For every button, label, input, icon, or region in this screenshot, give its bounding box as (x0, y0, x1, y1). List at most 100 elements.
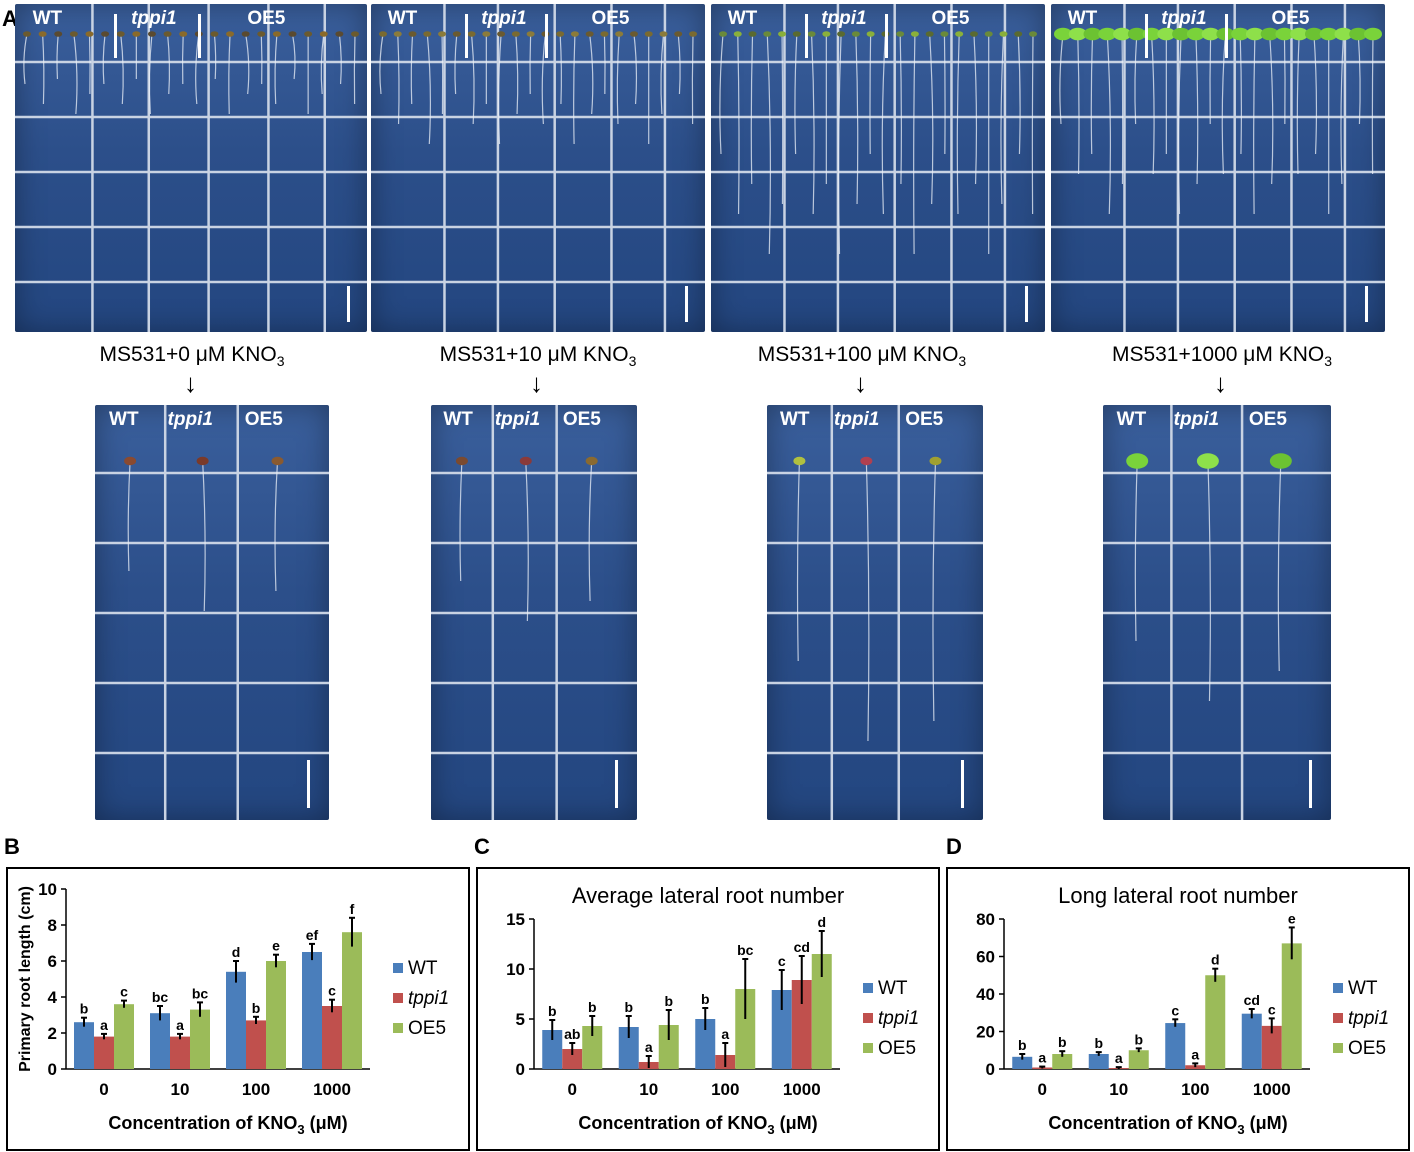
x-axis-label-subscript: 3 (767, 1122, 774, 1137)
medium-label-text: MS531+10 μM KNO (439, 343, 629, 366)
seedling-icon (257, 31, 266, 37)
root-line (973, 33, 978, 185)
significance-letter: b (624, 999, 633, 1015)
genotype-label-tppi1: tppi1 (821, 8, 867, 29)
genotype-separator (113, 14, 117, 58)
seedling-icon (1113, 27, 1132, 41)
seedling-icon (124, 456, 137, 466)
seedling-icon (69, 31, 78, 37)
root-line (260, 33, 263, 85)
chart-average-lateral-root-number: Average lateral root number051015babb0ba… (506, 883, 919, 1137)
genotype-label-oe5: OE5 (244, 409, 283, 430)
root-line (1017, 33, 1021, 155)
genotype-separator (1144, 14, 1148, 58)
seedling-icon (1319, 27, 1338, 41)
seedling-icon (1068, 27, 1087, 41)
bar-wt (695, 1019, 716, 1069)
bar-wt (226, 971, 246, 1069)
seedling-icon (1201, 27, 1220, 41)
top-plate-0: WT tppi1 OE5 (15, 4, 367, 332)
y-tick-label: 15 (506, 910, 525, 929)
bar-wt (150, 1013, 170, 1069)
genotype-separator (884, 14, 888, 58)
seedling-icon (689, 31, 697, 37)
x-axis-label-unit: (μM) (305, 1113, 348, 1133)
genotype-label-wt: WT (1116, 409, 1147, 430)
seedling-icon (1290, 27, 1309, 41)
root-line (865, 460, 870, 742)
bottom-plate-3: WT tppi1 OE5 (1103, 405, 1331, 820)
bar-oe5 (1205, 975, 1226, 1069)
root-line (166, 33, 171, 95)
root-line (1313, 33, 1318, 155)
y-tick-label: 8 (48, 916, 57, 935)
seedling-icon (116, 31, 125, 37)
seedling-icon (955, 31, 964, 37)
seedling-icon (526, 31, 535, 37)
seedling-icon (1029, 31, 1037, 37)
medium-label-2: MS531+100 μM KNO3 (722, 343, 1002, 369)
top-plate-2: WT tppi1 OE5 (711, 4, 1045, 332)
root-line (245, 33, 250, 95)
root-line (660, 33, 665, 115)
significance-letter: c (778, 953, 786, 969)
root-line (181, 33, 184, 85)
root-line (1296, 33, 1300, 175)
seedling-icon (452, 31, 461, 37)
significance-letter: c (120, 984, 128, 1000)
root-line (1134, 33, 1138, 125)
root-line (1209, 33, 1212, 125)
significance-letter: b (701, 991, 710, 1007)
bar-tppi1 (791, 980, 812, 1069)
root-line (1283, 33, 1286, 125)
seedling-icon (763, 31, 772, 37)
seedling-icon (467, 31, 476, 37)
significance-letter: b (1058, 1034, 1067, 1050)
legend-label-tppi1: tppi1 (878, 1008, 919, 1029)
seedling-icon (304, 31, 313, 37)
root-line (929, 33, 934, 205)
y-tick-label: 5 (516, 1010, 525, 1029)
bar-tppi1 (246, 1020, 266, 1069)
root-line (1121, 33, 1124, 185)
root-line (633, 33, 638, 105)
significance-letter: ef (306, 927, 319, 943)
root-line (1221, 33, 1226, 175)
seedling-icon (929, 456, 942, 466)
significance-letter: b (80, 1001, 89, 1017)
significance-letter: b (1134, 1031, 1143, 1047)
seedling-icon (910, 31, 919, 37)
seedling-icon (272, 31, 281, 37)
genotype-label-wt: WT (727, 8, 758, 29)
medium-label-subscript: 3 (1324, 353, 1333, 370)
significance-letter: b (548, 1003, 557, 1019)
significance-letter: c (328, 983, 336, 999)
seedling-icon (408, 31, 417, 37)
root-line (573, 33, 576, 145)
seedling-icon (210, 31, 219, 37)
genotype-separator (1224, 14, 1228, 58)
root-line (274, 33, 278, 105)
genotype-label-tppi1: tppi1 (131, 8, 177, 29)
seedling-icon (1196, 453, 1219, 469)
chart-title: Average lateral root number (572, 883, 844, 908)
root-line (195, 33, 200, 105)
bar-oe5 (190, 1009, 210, 1069)
plate-grid (711, 4, 1045, 332)
root-line (23, 33, 28, 85)
x-tick-label: 1000 (313, 1080, 351, 1099)
seedling-icon (1126, 453, 1149, 469)
genotype-label-wt: WT (443, 409, 473, 430)
significance-letter: e (1288, 910, 1296, 926)
chart-primary-root-length: Primary root length (cm) 0246810bac0bcabc… (17, 880, 449, 1137)
genotype-separator (804, 14, 808, 58)
significance-letter: bc (192, 985, 209, 1001)
scale-bar (961, 760, 964, 808)
seedling-icon (1014, 31, 1023, 37)
seedling-icon (896, 31, 905, 37)
genotype-label-oe5: OE5 (905, 409, 944, 430)
panel-d-letter: D (946, 834, 962, 859)
x-tick-label: 10 (171, 1080, 190, 1099)
seedling-icon (38, 31, 47, 37)
genotype-label-wt: WT (109, 409, 139, 430)
